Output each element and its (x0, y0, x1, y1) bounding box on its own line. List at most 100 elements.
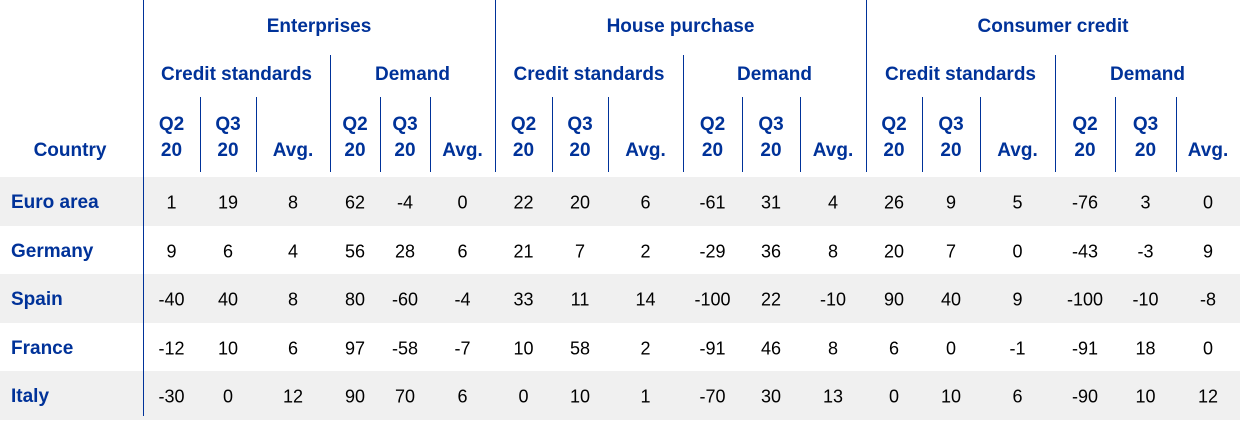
cell-value: 0 (1202, 192, 1214, 213)
cell-value: 6 (457, 241, 468, 262)
divider (980, 97, 981, 172)
column-header: Avg. (1187, 140, 1229, 161)
cell-value: 10 (217, 338, 239, 359)
cell-value: -30 (158, 386, 185, 407)
cell-value: -10 (1132, 289, 1159, 310)
cell-value: 56 (344, 241, 366, 262)
cell-value: 70 (394, 386, 416, 407)
cell-value: -76 (1071, 192, 1099, 213)
cell-value: 9 (1202, 241, 1214, 262)
country-label: Italy (11, 386, 50, 408)
column-header: Q3 (938, 114, 964, 135)
cell-value: 33 (513, 289, 534, 310)
cell-value: 6 (640, 192, 651, 213)
row-band (0, 371, 1240, 420)
cell-value: 0 (945, 338, 957, 359)
divider (1055, 55, 1056, 172)
column-header: Avg. (625, 140, 666, 161)
cell-value: 6 (287, 338, 299, 359)
cell-value: 13 (822, 386, 844, 407)
cell-value: 4 (287, 241, 299, 262)
divider (800, 97, 801, 172)
column-header: Q3 (392, 114, 418, 135)
column-header: Q2 (1072, 114, 1098, 135)
cell-value: 2 (640, 241, 651, 262)
cell-value: 18 (1135, 338, 1156, 359)
column-header: 20 (394, 140, 416, 161)
corner-header: Country (33, 140, 107, 161)
cell-value: 4 (827, 192, 839, 213)
column-header: 20 (217, 140, 239, 161)
cell-value: 8 (287, 192, 299, 213)
cell-value: 0 (222, 386, 234, 407)
cell-value: 31 (760, 192, 782, 213)
divider (608, 97, 609, 172)
subgroup-header: Credit standards (513, 64, 665, 85)
divider (683, 55, 684, 172)
subgroup-header: Demand (375, 64, 450, 85)
cell-value: 0 (518, 386, 529, 407)
cell-value: -43 (1071, 241, 1099, 262)
column-header: Q2 (510, 114, 537, 135)
cell-value: -90 (1071, 386, 1099, 407)
row-band (0, 177, 1240, 226)
cell-value: 1 (166, 192, 177, 213)
cell-value: 10 (569, 386, 591, 407)
cell-value: 8 (827, 241, 839, 262)
divider (742, 97, 743, 172)
divider (552, 97, 553, 172)
subgroup-header: Credit standards (885, 64, 1036, 85)
cell-value: 9 (1012, 289, 1023, 310)
group-header: House purchase (606, 16, 755, 37)
cell-value: 14 (635, 289, 656, 310)
cell-value: 40 (217, 289, 239, 310)
cell-value: -4 (396, 192, 414, 213)
cell-value: -58 (391, 338, 419, 359)
country-label: Spain (11, 289, 63, 311)
divider (330, 55, 331, 172)
cell-value: 90 (344, 386, 366, 407)
column-header: 20 (1074, 140, 1096, 161)
divider (143, 0, 144, 416)
column-header: 20 (1134, 140, 1157, 161)
divider (380, 97, 381, 172)
cell-value: 62 (344, 192, 366, 213)
cell-value: 0 (1202, 338, 1214, 359)
country-label: Germany (11, 240, 94, 262)
cell-value: 6 (222, 241, 234, 262)
cell-value: 40 (940, 289, 962, 310)
cell-value: 10 (513, 338, 534, 359)
cell-value: -8 (1199, 289, 1217, 310)
cell-value: 0 (888, 386, 900, 407)
cell-value: 20 (883, 241, 905, 262)
column-header: 20 (344, 140, 366, 161)
column-header: Q3 (1132, 114, 1159, 135)
group-header: Enterprises (266, 16, 372, 37)
column-header: 20 (512, 140, 535, 161)
cell-value: 90 (883, 289, 905, 310)
cell-value: -100 (694, 289, 731, 310)
cell-value: 58 (569, 338, 591, 359)
column-header: Avg. (997, 140, 1038, 161)
cell-value: 10 (1135, 386, 1156, 407)
cell-value: 5 (1012, 192, 1023, 213)
cell-value: 8 (287, 289, 299, 310)
cell-value: 36 (760, 241, 782, 262)
group-header: Consumer credit (977, 16, 1129, 37)
subgroup-header: Credit standards (161, 64, 312, 85)
cell-value: 22 (513, 192, 534, 213)
cell-value: 8 (827, 338, 839, 359)
column-header: Q2 (158, 114, 185, 135)
column-header: Q2 (699, 114, 726, 135)
divider (200, 97, 201, 172)
column-header: 20 (701, 140, 724, 161)
cell-value: 6 (1012, 386, 1023, 407)
cell-value: 21 (513, 241, 534, 262)
cell-value: -3 (1137, 241, 1154, 262)
cell-value: 30 (760, 386, 782, 407)
cell-value: 22 (760, 289, 782, 310)
column-header: Q3 (215, 114, 241, 135)
country-label: Euro area (11, 192, 99, 214)
cell-value: 3 (1140, 192, 1151, 213)
